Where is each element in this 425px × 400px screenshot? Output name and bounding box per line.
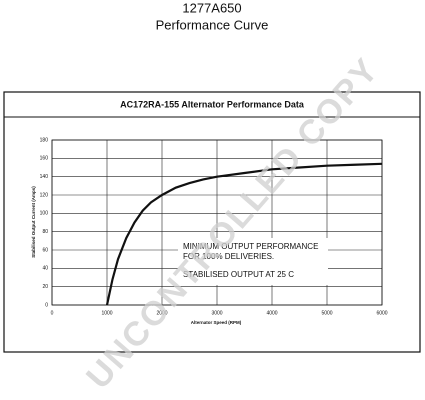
chart-title: Performance Curve <box>156 17 269 32</box>
y-tick-label: 20 <box>42 284 48 290</box>
x-tick-label: 2000 <box>156 310 167 316</box>
curve <box>105 162 383 306</box>
y-tick-label: 180 <box>40 137 49 143</box>
y-tick-label: 0 <box>45 302 48 308</box>
x-tick-label: 0 <box>51 310 54 316</box>
y-tick-label: 40 <box>42 266 48 272</box>
annotation: STABILISED OUTPUT AT 25 C <box>183 270 294 279</box>
x-tick-label: 3000 <box>211 310 222 316</box>
plot: 0 20 40 60 80 100 120 140 160 180 0 1000 2000 3000 400… <box>40 137 388 316</box>
x-tick-label: 4000 <box>266 310 277 316</box>
x-tick-label: 5000 <box>321 310 332 316</box>
frame <box>3 91 421 353</box>
chart-subtitle: AC172RA-155 Alternator Performance Data <box>120 99 305 109</box>
y-tick-label: 160 <box>40 156 49 162</box>
y-tick-label: 100 <box>40 211 49 217</box>
y-tick-label: 140 <box>40 174 49 180</box>
y-tick-label: 60 <box>42 247 48 253</box>
x-tick-label: 1000 <box>101 310 112 316</box>
x-axis-label: Alternator Speed (RPM) <box>191 320 242 325</box>
annotation: FOR 100% DELIVERIES. <box>183 252 274 261</box>
plot-border <box>51 139 383 306</box>
annotation: MINIMUM OUTPUT PERFORMANCE <box>183 242 318 251</box>
part-number: 1277A650 <box>182 0 241 15</box>
y-tick-label: 120 <box>40 192 49 198</box>
x-tick-label: 6000 <box>376 310 387 316</box>
y-tick-label: 80 <box>42 229 48 235</box>
annotation-box <box>178 238 328 285</box>
y-axis-label: Stabilised Output Current (Amps) <box>31 186 36 258</box>
